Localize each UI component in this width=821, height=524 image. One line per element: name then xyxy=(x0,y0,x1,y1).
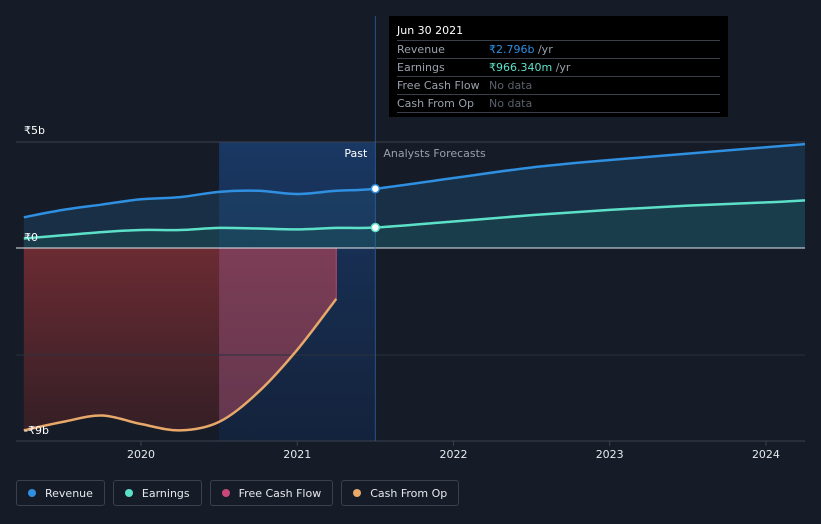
y-tick-label: -₹9b xyxy=(24,424,49,437)
revenue-line xyxy=(23,142,806,219)
legend-label: Earnings xyxy=(141,486,190,500)
tooltip-row-value: No data xyxy=(489,95,532,112)
tooltip-row-label: Revenue xyxy=(397,43,445,56)
tooltip-row-label: Free Cash Flow xyxy=(397,79,480,92)
tooltip-row-value: No data xyxy=(489,77,532,94)
legend-dot-icon xyxy=(353,489,362,497)
tooltip-row-number: ₹966.340m xyxy=(489,61,553,74)
legend-dot-icon xyxy=(221,489,230,497)
legend-item-revenue[interactable]: Revenue xyxy=(16,480,105,506)
legend-dot-icon xyxy=(28,489,36,497)
y-tick-label: ₹5b xyxy=(24,124,45,137)
legend-item-cash-from-op[interactable]: Cash From Op xyxy=(341,480,460,506)
legend-dot-icon xyxy=(124,489,133,497)
revenue-area xyxy=(23,144,805,249)
tooltip-row: Earnings ₹966.340m /yr xyxy=(397,59,720,77)
tooltip-date: Jun 30 2021 xyxy=(397,22,720,41)
tooltip-row-label: Cash From Op xyxy=(397,97,475,110)
forecast-region xyxy=(375,142,805,441)
legend-item-free-cash-flow[interactable]: Free Cash Flow xyxy=(209,480,334,506)
legend: Revenue Earnings Free Cash Flow Cash From O… xyxy=(16,480,460,506)
forecast-label: Analysts Forecasts xyxy=(383,147,486,160)
tooltip-row-label: Earnings xyxy=(397,61,445,74)
tooltip-row: Free Cash Flow No data xyxy=(397,77,720,95)
earnings-point xyxy=(370,222,381,233)
free-cash-flow-area-recent xyxy=(219,248,337,422)
x-tick-label: 2020 xyxy=(127,448,155,461)
earnings-line xyxy=(23,199,806,240)
past-label: Past xyxy=(344,147,368,160)
cash-from-op-line xyxy=(23,298,338,432)
revenue-point xyxy=(370,183,381,194)
legend-label: Free Cash Flow xyxy=(238,486,322,500)
tooltip: Jun 30 2021 Revenue ₹2.796b /yr Earnings ₹9… xyxy=(389,16,728,117)
tooltip-row-unit: /yr xyxy=(534,43,553,56)
legend-item-earnings[interactable]: Earnings xyxy=(112,480,202,506)
tooltip-row-number: ₹2.796b xyxy=(489,43,535,56)
tooltip-row: Revenue ₹2.796b /yr xyxy=(397,41,720,59)
x-tick-label: 2022 xyxy=(439,448,467,461)
tooltip-row-value: ₹2.796b /yr xyxy=(489,41,553,58)
tooltip-row-unit: /yr xyxy=(552,61,571,74)
tooltip-row: Cash From Op No data xyxy=(397,95,720,113)
y-tick-label: ₹0 xyxy=(24,231,38,244)
legend-label: Cash From Op xyxy=(370,486,448,500)
tooltip-row-number: No data xyxy=(489,79,533,92)
x-tick-label: 2024 xyxy=(752,448,780,461)
x-tick-label: 2023 xyxy=(596,448,624,461)
x-tick-label: 2021 xyxy=(283,448,311,461)
tooltip-row-number: No data xyxy=(489,97,533,110)
tooltip-row-value: ₹966.340m /yr xyxy=(489,59,570,76)
legend-label: Revenue xyxy=(45,486,93,500)
earnings-area xyxy=(23,200,805,249)
